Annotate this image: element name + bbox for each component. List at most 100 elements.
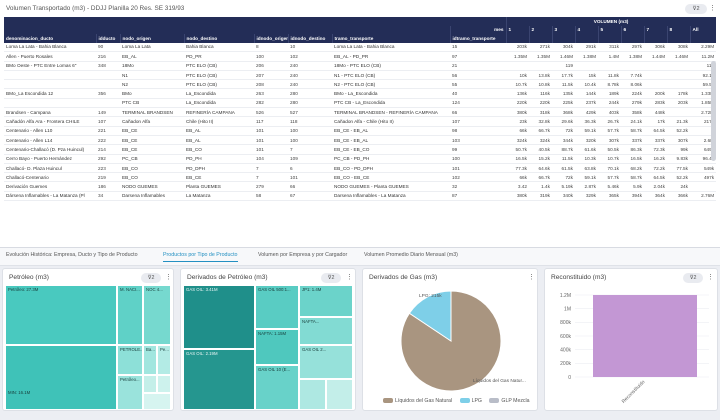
table-cell: 2.04k [644, 181, 667, 192]
table-cell: NODO GUEMES [120, 181, 184, 192]
month-header[interactable]: 3 [552, 25, 576, 34]
table-row[interactable]: Challacó-Centenario 219 EB_CO EB_CE 7 101 EB_C… [4, 172, 716, 183]
month-header[interactable]: All [690, 25, 716, 34]
table-row[interactable]: N2 PTC ELO (CB) 208 240 N2 - PTC ELO (CB) 55 1… [4, 79, 716, 90]
legend-label[interactable]: LPG [471, 398, 482, 404]
treemap-tile[interactable]: GAS OIL 500:1... [255, 285, 299, 329]
pie-slice[interactable] [408, 290, 452, 342]
tab-productos-por-tipo[interactable]: Productos por Tipo de Producto [163, 252, 238, 262]
treemap-tile[interactable]: NAFTA: 1.15M [255, 329, 299, 365]
column-header[interactable]: nodo_destino [184, 34, 255, 43]
table-row[interactable]: Derivación Guemes 186 NODO GUEMES Planta GU… [4, 181, 716, 192]
table-cell: 380k [506, 107, 529, 118]
column-header[interactable]: idtramo_transporte [450, 34, 507, 43]
table-cell: 34 [96, 191, 120, 202]
month-header[interactable]: 4 [575, 25, 599, 34]
month-header[interactable]: 7 [644, 25, 668, 34]
table-cell [690, 181, 716, 192]
treemap-tile[interactable]: GAS OIL 2... [299, 345, 353, 379]
table-cell: 72.3k [644, 144, 667, 155]
table-cell: PC_CB [120, 154, 184, 164]
table-cell: EB_CE [120, 135, 184, 146]
kebab-menu-icon[interactable]: ⋮ [528, 274, 535, 281]
treemap-tile[interactable] [143, 375, 157, 393]
table-row[interactable]: BMo_La Escondida 12 356 BMo La_Escondida 263… [4, 88, 716, 99]
kebab-menu-icon[interactable]: ⋮ [165, 274, 172, 281]
treemap-tile[interactable]: GAS OIL: 3.41M [183, 285, 255, 349]
filter-count-badge[interactable]: ⊽2 [685, 4, 707, 14]
table-cell: 203k [667, 98, 690, 109]
table-cell: 2.29M [690, 42, 716, 53]
table-row[interactable]: N1 PTC ELO (CB) 207 240 N1 - PTC ELO (CB) 56 1… [4, 70, 716, 81]
petroleo-card: Petróleo (m3) ⊽2 ⋮ Petróleo: 27.3M M. NA… [2, 268, 174, 411]
treemap-tile[interactable]: PETROLE... [117, 345, 143, 375]
tab-volumen-empresa-cargador[interactable]: Volumen por Empresa y por Cargador [258, 252, 348, 258]
month-header[interactable]: 8 [667, 25, 691, 34]
petroleo-filter-badge[interactable]: ⊽2 [141, 273, 161, 283]
legend-label[interactable]: Líquidos del Gas Natural [395, 398, 453, 404]
table-row[interactable]: PTC CB La_Escondida 282 280 PTC CB - La_Esco… [4, 98, 716, 109]
column-header[interactable]: denominacion_ducto [4, 34, 97, 43]
table-cell: 70.1k [598, 163, 621, 174]
tab-evolucion-historica[interactable]: Evolución Histórica: Empresa, Ducto y Ti… [6, 252, 138, 258]
table-cell [667, 61, 690, 71]
y-tick-label: 200k [560, 361, 571, 367]
table-row[interactable]: Centenario - Allen L14 222 EB_CE EB_AL 101 10… [4, 135, 716, 146]
treemap-tile[interactable]: JP1: 1.4M [299, 285, 353, 317]
treemap-tile[interactable] [326, 379, 353, 410]
month-header[interactable]: 1 [506, 25, 530, 34]
column-header[interactable]: idnodo_origen [254, 34, 289, 43]
y-tick-label: 600k [560, 334, 571, 340]
treemap-tile[interactable]: NAFTA... [299, 317, 353, 345]
derivados-petroleo-filter-badge[interactable]: ⊽2 [321, 273, 341, 283]
table-cell: 308k [667, 42, 690, 53]
table-row[interactable]: Centenario-Challacó (D. Pza Huincul) 214 E… [4, 144, 716, 155]
treemap-tile[interactable]: GAS OIL: 2.19M [183, 349, 255, 410]
reconstituido-filter-badge[interactable]: ⊽2 [683, 273, 703, 283]
column-header[interactable]: nodo_origen [120, 34, 185, 43]
column-header[interactable]: idducto [96, 34, 121, 43]
treemap-tile[interactable]: NOC 4... [143, 285, 171, 345]
y-tick-label: 1.2M [560, 293, 571, 299]
table-row[interactable]: Allen - Puerto Rosales 216 EB_AL PD_PR 100 10… [4, 51, 716, 62]
pie-slice[interactable] [400, 290, 502, 392]
treemap-tile[interactable]: Petróleo... [117, 375, 143, 410]
table-row[interactable]: Cañadón Alfa Ara - Frontera CHILE 107 Caña… [4, 116, 716, 127]
treemap-tile[interactable]: Pe... [157, 345, 171, 375]
bar[interactable] [593, 295, 697, 377]
month-header[interactable]: 5 [598, 25, 622, 34]
treemap-tile[interactable]: GAS OIL 10 (E... [255, 365, 299, 410]
treemap-tile[interactable] [299, 379, 326, 410]
column-header[interactable]: tramo_transporte [332, 34, 451, 43]
table-cell: Derivación Guemes [4, 181, 96, 192]
table-cell: EB_AL [184, 135, 254, 146]
table-scrollbar[interactable] [711, 61, 716, 161]
table-cell: 64.6k [529, 163, 552, 174]
table-row[interactable]: Dársena Inflamables - La Matanza (Pl 34 Da… [4, 191, 716, 202]
tab-volumen-promedio-diario[interactable]: Volumen Promedio Diario Mensual (m3) [364, 252, 458, 258]
kebab-menu-icon[interactable]: ⋮ [709, 5, 716, 12]
legend-label[interactable]: GLP Mezcla [501, 398, 530, 404]
kebab-menu-icon[interactable]: ⋮ [346, 274, 353, 281]
table-cell: TERMINAL BRANDSEN - REFINERÍA CAMPANA [332, 107, 450, 118]
treemap-tile[interactable] [143, 393, 171, 410]
table-row[interactable]: Challacó- D. Plaza Huincul 223 EB_CO PD_DPH… [4, 163, 716, 174]
table-row[interactable]: Cerro Bayo - Puerto Hernández 292 PC_CB PD_… [4, 154, 716, 164]
month-header[interactable]: 6 [621, 25, 645, 34]
month-header[interactable]: 2 [529, 25, 553, 34]
table-row[interactable]: BMo Oeste - PTC Entre Lomas 6" 348 18Mo PTC… [4, 61, 716, 71]
kebab-menu-icon[interactable]: ⋮ [707, 274, 714, 281]
treemap-tile[interactable]: MIN: 16.1M [5, 345, 117, 410]
column-header[interactable]: idnodo_destino [288, 34, 333, 43]
column-header-blank [575, 34, 599, 43]
table-row[interactable]: Centenario - Allen L10 221 EB_CE EB_AL 101 10… [4, 126, 716, 136]
treemap-tile[interactable]: Ba... [143, 345, 157, 375]
table-cell: 1.4M [598, 51, 621, 62]
table-row[interactable]: Loma La Lata - Bahia Blanca 90 Loma La Lat… [4, 42, 716, 53]
table-row[interactable]: Brandsen - Campana 149 TERMINAL BRANDSEN RE… [4, 107, 716, 118]
treemap-tile[interactable] [157, 375, 171, 393]
table-cell: 56 [450, 70, 506, 81]
filter-icon: ⊽ [147, 275, 152, 281]
treemap-tile[interactable]: Petróleo: 27.3M [5, 285, 117, 345]
treemap-tile[interactable]: M. NACI... [117, 285, 143, 345]
